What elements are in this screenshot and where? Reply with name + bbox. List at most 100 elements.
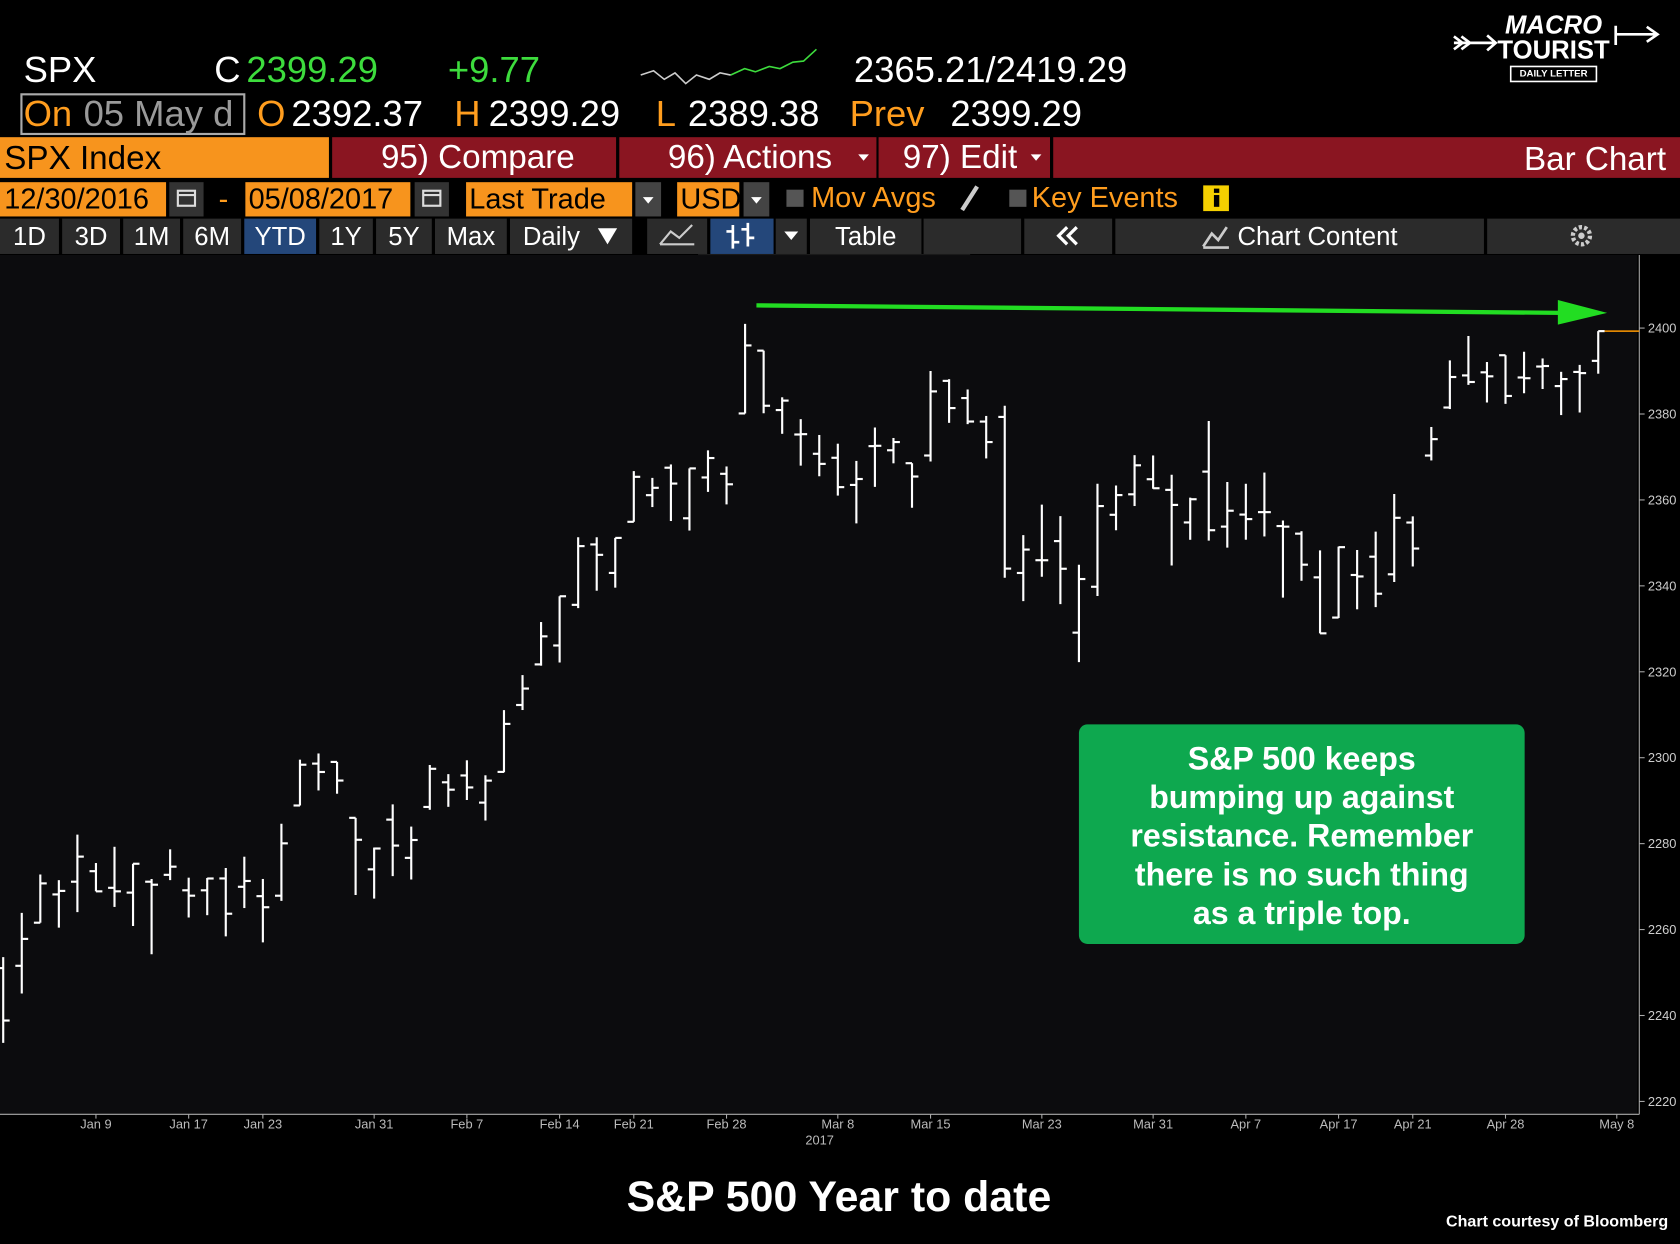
period-button[interactable]: [435, 218, 507, 254]
period-label[interactable]: 1M: [134, 223, 170, 251]
compare-button[interactable]: [332, 137, 617, 178]
calendar-icon[interactable]: [414, 182, 449, 217]
period-button[interactable]: [376, 218, 432, 254]
logo-line1: MACRO: [1505, 12, 1602, 40]
ticker: SPX: [24, 49, 97, 90]
period-button[interactable]: [319, 218, 373, 254]
logo-line3: DAILY LETTER: [1520, 68, 1588, 79]
compare[interactable]: 95) Compare: [381, 139, 575, 176]
table[interactable]: Table: [835, 223, 896, 251]
y-tick-label: 2220: [1648, 1094, 1677, 1109]
logo-badge: [1509, 65, 1598, 83]
view-bar: [1053, 137, 1680, 178]
range: 2365.21/2419.29: [854, 49, 1127, 90]
pencil-icon[interactable]: [960, 185, 979, 212]
bar-chart-icon: [726, 222, 755, 249]
low-label: L: [656, 93, 676, 134]
y-tick-label: 2400: [1648, 321, 1677, 336]
period-label[interactable]: YTD: [254, 223, 305, 251]
edit[interactable]: 97) Edit: [903, 139, 1017, 176]
actions[interactable]: 96) Actions: [668, 139, 832, 176]
end-date-box[interactable]: [245, 182, 411, 217]
line-chart-icon: [659, 224, 695, 246]
period-button[interactable]: [183, 218, 242, 254]
x-tick-label: Jan 23: [244, 1116, 283, 1131]
chart-content-button[interactable]: [1115, 218, 1484, 254]
open-label: O: [257, 93, 285, 134]
period-label[interactable]: Max: [447, 223, 496, 251]
x-tick-label: Mar 8: [821, 1116, 854, 1131]
dropdown-arrow: [1030, 154, 1042, 161]
period-button[interactable]: [62, 218, 120, 254]
annotation-line: there is no such thing: [1135, 856, 1469, 892]
calendar-icon[interactable]: [169, 182, 204, 217]
currency-box[interactable]: [677, 182, 740, 217]
period-button[interactable]: [123, 218, 180, 254]
field[interactable]: Last Trade: [469, 183, 606, 215]
y-tick-label: 2280: [1648, 836, 1677, 851]
logo-line2: TOURIST: [1497, 36, 1610, 64]
high-value: 2399.29: [489, 93, 621, 134]
chart-content[interactable]: Chart Content: [1238, 223, 1398, 251]
dropdown[interactable]: [743, 182, 770, 217]
security-box[interactable]: [0, 137, 329, 178]
key-events[interactable]: Key Events: [1032, 182, 1178, 214]
x-tick-label: Mar 15: [911, 1116, 951, 1131]
on-label: On: [24, 93, 73, 134]
field-box[interactable]: [466, 182, 633, 217]
logo-arrow-left: [1453, 34, 1498, 52]
x-tick-label: Jan 9: [80, 1116, 111, 1131]
edit-button[interactable]: [878, 137, 1050, 178]
plot: 2220 2240 2260 2280 2300 2320 2340 2360 2380 2400…: [0, 321, 1677, 1131]
plot-area: [0, 255, 1638, 1115]
period-label[interactable]: 5Y: [388, 223, 419, 251]
period-button[interactable]: [0, 218, 59, 254]
end-date[interactable]: 05/08/2017: [249, 183, 394, 215]
chart-title: S&P 500 Year to date: [627, 1173, 1052, 1221]
x-year-label: 2017: [805, 1133, 834, 1148]
dropdown[interactable]: [635, 182, 662, 217]
logo: MACRO TOURIST DAILY LETTER: [1453, 12, 1660, 83]
dropdown-arrow: [597, 228, 618, 245]
x-tick-label: Feb 21: [614, 1116, 654, 1131]
open-value: 2392.37: [291, 93, 423, 134]
start-date-box[interactable]: [0, 182, 167, 217]
arrow-head: [1557, 300, 1608, 325]
annotation-line: bumping up against: [1149, 779, 1454, 815]
checkbox[interactable]: [786, 189, 804, 207]
logo-arrow-right: [1614, 25, 1660, 46]
y-tick-label: 2260: [1648, 922, 1677, 937]
annotation-line: S&P 500 keeps: [1188, 741, 1416, 777]
checkbox[interactable]: [1009, 189, 1027, 207]
close-value: 2399.29: [246, 49, 378, 90]
period-label[interactable]: 3D: [75, 223, 108, 251]
period-label[interactable]: 6M: [194, 223, 230, 251]
x-tick-label: Apr 7: [1230, 1116, 1261, 1131]
actions-button[interactable]: [619, 137, 877, 178]
annotation-line: as a triple top.: [1193, 895, 1411, 931]
x-tick-label: Mar 23: [1022, 1116, 1062, 1131]
start-date[interactable]: 12/30/2016: [4, 183, 149, 215]
table-button[interactable]: [810, 218, 922, 254]
x-tick-label: Mar 31: [1133, 1116, 1173, 1131]
annotation-box: [1078, 724, 1525, 944]
high-label: H: [454, 93, 480, 134]
y-tick-label: 2300: [1648, 750, 1677, 765]
low-value: 2389.38: [688, 93, 820, 134]
period-label[interactable]: 1Y: [330, 223, 361, 251]
prev-value: 2399.29: [950, 93, 1082, 134]
info-icon[interactable]: [1203, 185, 1229, 212]
period-label[interactable]: 1D: [13, 223, 46, 251]
security[interactable]: SPX Index: [4, 140, 161, 177]
annotation-line: resistance. Remember: [1130, 818, 1473, 854]
currency[interactable]: USD: [680, 183, 741, 215]
bar-chart-button[interactable]: [710, 218, 774, 254]
dropdown-arrow: [784, 231, 799, 241]
mov-avgs[interactable]: Mov Avgs: [811, 182, 936, 214]
y-tick-label: 2360: [1648, 492, 1677, 507]
period-button[interactable]: [244, 218, 317, 254]
frequency[interactable]: Daily: [523, 223, 580, 251]
date-box[interactable]: [20, 93, 246, 136]
